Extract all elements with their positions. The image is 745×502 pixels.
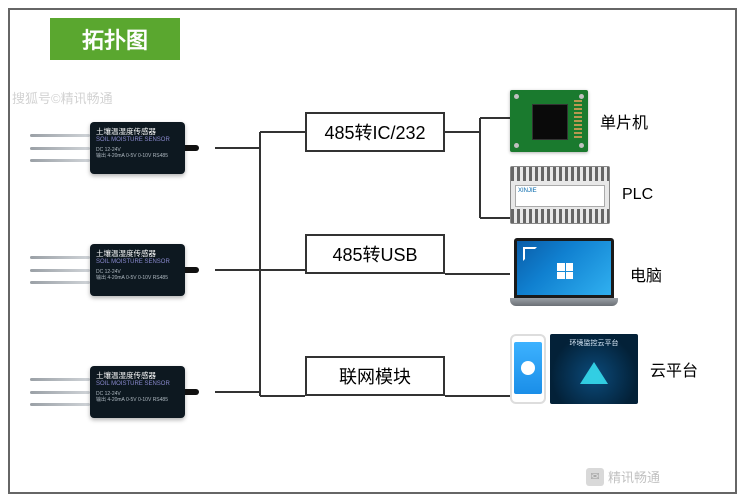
diagram-title: 拓扑图 — [50, 18, 180, 60]
device-plc-row: XINJIE PLC — [510, 166, 698, 224]
modules-column: 485转IC/232 485转USB 联网模块 — [305, 112, 445, 478]
plc-inner-text: XINJIE — [515, 185, 605, 207]
sensor-body: 土壤温湿度传感器 SOIL MOISTURE SENSOR DC 12-24V … — [90, 366, 185, 418]
probe-icon — [30, 372, 90, 412]
panel-title: 环境监控云平台 — [570, 340, 619, 347]
sensor-3: 土壤温湿度传感器 SOIL MOISTURE SENSOR DC 12-24V … — [30, 364, 200, 420]
sensor-name-en: SOIL MOISTURE SENSOR — [96, 137, 179, 145]
module-network: 联网模块 — [305, 356, 445, 396]
sensor-body: 土壤温湿度传感器 SOIL MOISTURE SENSOR DC 12-24V … — [90, 122, 185, 174]
device-mcu-row: 单片机 — [510, 90, 698, 152]
sensors-column: 土壤温湿度传感器 SOIL MOISTURE SENSOR DC 12-24V … — [30, 120, 200, 486]
device-laptop-row: 电脑 — [510, 238, 698, 310]
wechat-icon: ✉ — [586, 468, 604, 486]
device-cloud-row: 环境监控云平台 云平台 — [510, 334, 698, 404]
probe-icon — [30, 250, 90, 290]
laptop-label: 电脑 — [630, 262, 662, 286]
module-485-usb: 485转USB — [305, 234, 445, 274]
module-label: 联网模块 — [339, 363, 411, 389]
wechat-text: 精讯畅通 — [608, 467, 660, 486]
sensor-name-en: SOIL MOISTURE SENSOR — [96, 381, 179, 389]
sensor-spec2: 输出 4-20mA 0-5V 0-10V RS485 — [96, 153, 179, 160]
sensor-name-cn: 土壤温湿度传感器 — [96, 249, 179, 259]
cloud-panel-icon: 环境监控云平台 — [550, 334, 638, 404]
devices-column: 单片机 XINJIE PLC 电脑 环境监控云平台 云平台 — [510, 90, 698, 418]
sensor-spec2: 输出 4-20mA 0-5V 0-10V RS485 — [96, 397, 179, 404]
module-label: 485转USB — [332, 241, 417, 267]
plc-icon: XINJIE — [510, 166, 610, 224]
sensor-body: 土壤温湿度传感器 SOIL MOISTURE SENSOR DC 12-24V … — [90, 244, 185, 296]
sensor-1: 土壤温湿度传感器 SOIL MOISTURE SENSOR DC 12-24V … — [30, 120, 200, 176]
mcu-board-icon — [510, 90, 588, 152]
module-485-ic232: 485转IC/232 — [305, 112, 445, 152]
sensor-name-cn: 土壤温湿度传感器 — [96, 127, 179, 137]
sensor-name-en: SOIL MOISTURE SENSOR — [96, 259, 179, 267]
sensor-name-cn: 土壤温湿度传感器 — [96, 371, 179, 381]
phone-icon — [510, 334, 546, 404]
sensor-2: 土壤温湿度传感器 SOIL MOISTURE SENSOR DC 12-24V … — [30, 242, 200, 298]
laptop-icon — [510, 238, 618, 310]
probe-icon — [30, 128, 90, 168]
cloud-label: 云平台 — [650, 357, 698, 381]
plc-label: PLC — [622, 186, 653, 204]
module-label: 485转IC/232 — [324, 119, 425, 145]
sensor-spec2: 输出 4-20mA 0-5V 0-10V RS485 — [96, 275, 179, 282]
mcu-label: 单片机 — [600, 109, 648, 133]
cloud-icon-group: 环境监控云平台 — [510, 334, 638, 404]
title-text: 拓扑图 — [82, 23, 148, 55]
watermark-wechat: ✉ 精讯畅通 — [586, 467, 660, 486]
